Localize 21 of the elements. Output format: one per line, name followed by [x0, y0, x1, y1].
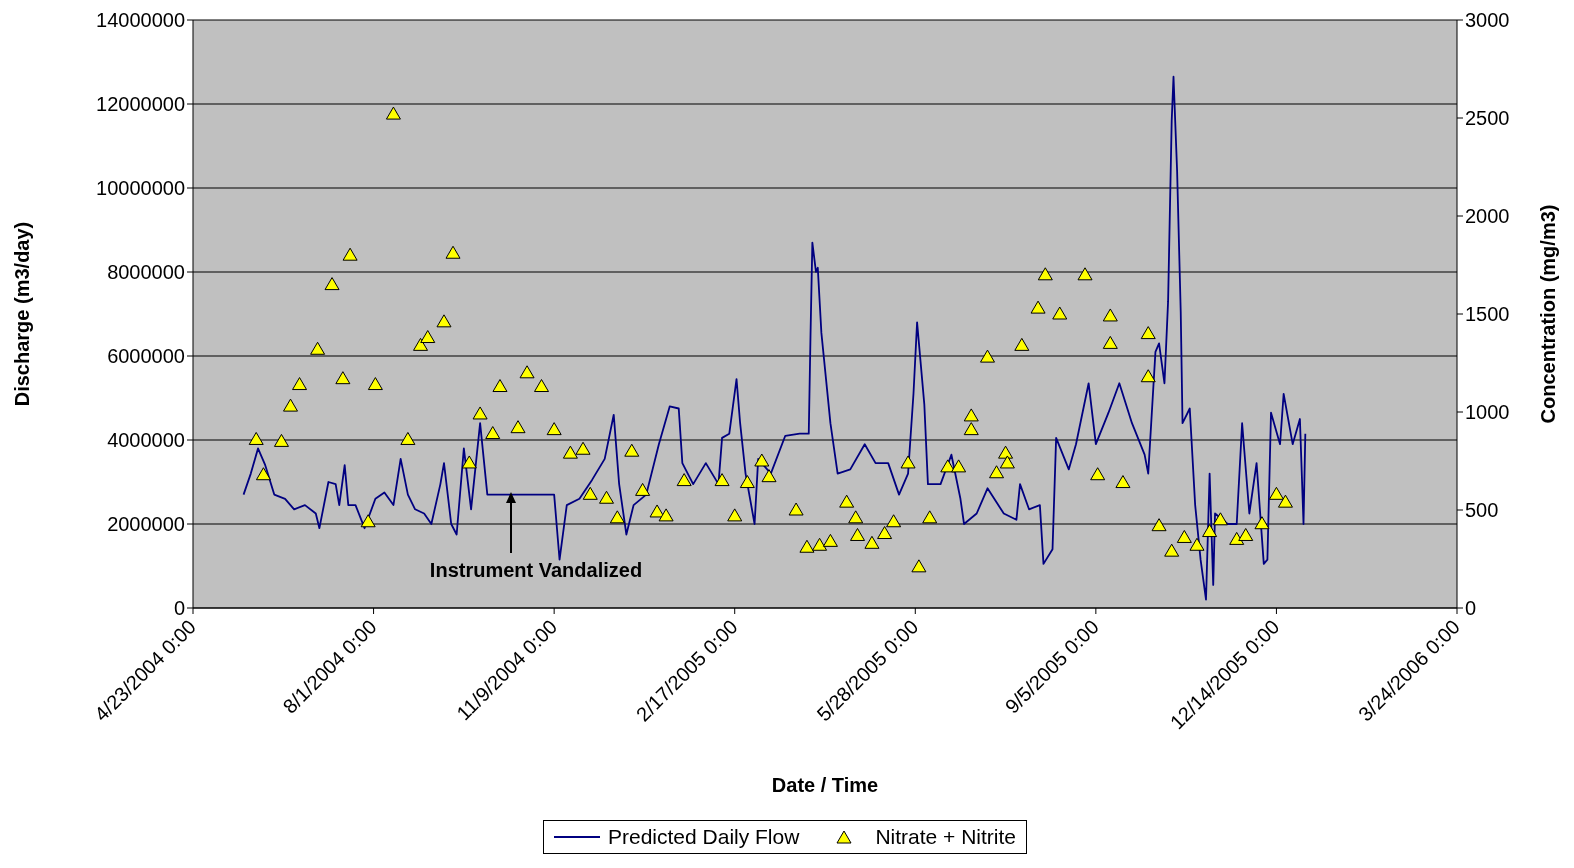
- y2-tick-label: 1500: [1465, 303, 1510, 326]
- y-tick-label: 12000000: [96, 93, 185, 116]
- legend-label: Predicted Daily Flow: [607, 825, 800, 849]
- y-tick-label: 4000000: [107, 429, 185, 452]
- y-tick-label: 10000000: [96, 177, 185, 200]
- x-axis-title: Date / Time: [771, 774, 879, 796]
- y-tick-label: 0: [173, 597, 185, 620]
- y2-tick-label: 2500: [1465, 107, 1510, 130]
- y-tick-label: 14000000: [96, 9, 185, 32]
- legend-label: Nitrate + Nitrite: [875, 825, 1017, 849]
- y2-tick-label: 500: [1465, 499, 1499, 522]
- y-axis-title: Discharge (m3/day): [11, 221, 34, 407]
- y-tick-label: 6000000: [107, 345, 185, 368]
- y2-tick-label: 1000: [1465, 401, 1510, 424]
- y2-tick-label: 2000: [1465, 205, 1510, 228]
- annotation: Instrument Vandalized: [429, 559, 643, 581]
- y-tick-label: 2000000: [107, 513, 185, 536]
- y2-tick-label: 3000: [1465, 9, 1510, 32]
- y2-tick-label: 0: [1465, 597, 1477, 620]
- y2-axis-title: Concentration (mg/m3): [1537, 204, 1560, 424]
- y-tick-label: 8000000: [107, 261, 185, 284]
